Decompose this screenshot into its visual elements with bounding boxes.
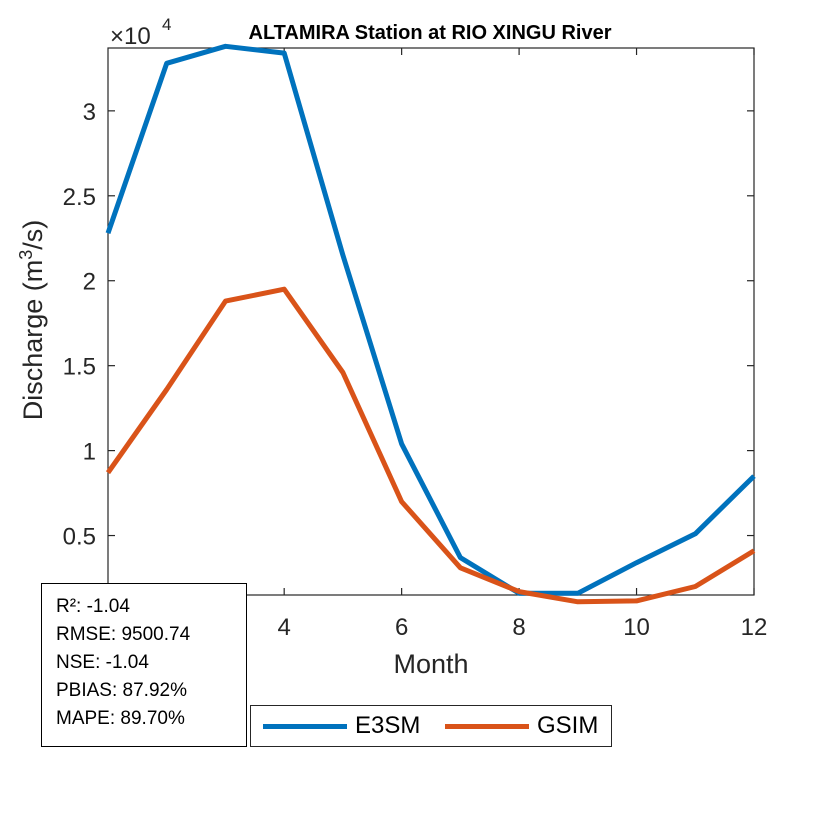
- series-line-gsim: [105, 286, 756, 605]
- y-tick-label: 1.5: [63, 354, 96, 381]
- x-tick-label: 10: [623, 614, 650, 641]
- legend-swatch-gsim: [445, 723, 529, 729]
- x-tick-label: 12: [741, 614, 768, 641]
- stat-mape: MAPE: 89.70%: [56, 708, 185, 729]
- axis-ticks: 4 6 8 10 12 0.5 1 1.5 2 2.5 3: [63, 48, 768, 641]
- y-axis-label: Discharge (m3/s): [16, 220, 48, 421]
- x-axis-label: Month: [393, 649, 468, 679]
- stat-nse: NSE: -1.04: [56, 652, 149, 673]
- legend-item-e3sm: E3SM: [263, 706, 420, 746]
- y-tick-label: 2.5: [63, 184, 96, 211]
- x-tick-label: 4: [278, 614, 291, 641]
- y-exponent-base: ×10: [110, 23, 151, 50]
- x-tick-label: 8: [512, 614, 525, 641]
- y-tick-label: 1: [83, 439, 96, 466]
- plot-area-frame: [107, 47, 755, 596]
- y-tick-label: 2: [83, 269, 96, 296]
- stat-r2: R²: -1.04: [56, 596, 130, 617]
- y-tick-label: 0.5: [63, 524, 96, 551]
- series-line-e3sm: [105, 43, 756, 596]
- stat-pbias: PBIAS: 87.92%: [56, 680, 187, 701]
- chart-title: ALTAMIRA Station at RIO XINGU River: [249, 22, 612, 44]
- x-tick-label: 6: [395, 614, 408, 641]
- y-exponent: ×10 4: [110, 15, 171, 50]
- y-exponent-power: 4: [162, 15, 171, 34]
- series-lines: [105, 43, 756, 605]
- stats-box: R²: -1.04 RMSE: 9500.74 NSE: -1.04 PBIAS…: [41, 583, 247, 747]
- legend-swatch-e3sm: [263, 723, 347, 729]
- legend-label-gsim: GSIM: [537, 712, 599, 739]
- y-tick-label: 3: [83, 99, 96, 126]
- legend: E3SM GSIM: [250, 705, 612, 747]
- stat-rmse: RMSE: 9500.74: [56, 624, 191, 645]
- legend-item-gsim: GSIM: [445, 706, 598, 746]
- legend-label-e3sm: E3SM: [355, 712, 421, 739]
